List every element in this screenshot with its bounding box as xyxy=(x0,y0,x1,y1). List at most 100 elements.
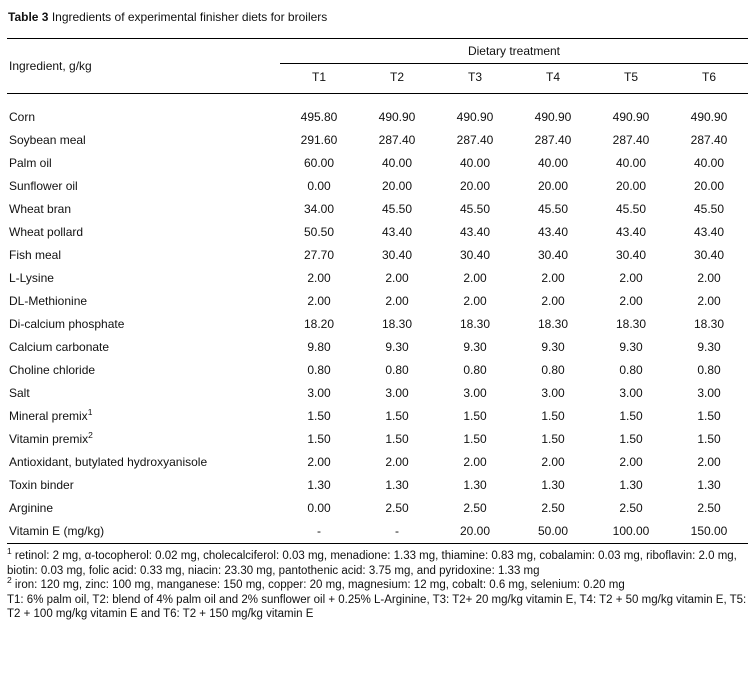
ingredient-name: Wheat pollard xyxy=(9,225,84,239)
value-cell: 43.40 xyxy=(459,225,491,239)
value-cell: 1.30 xyxy=(307,478,331,492)
value-cell: 3.00 xyxy=(697,386,721,400)
value-cell: 150.00 xyxy=(670,520,748,544)
value-cell: 1.30 xyxy=(385,478,409,492)
value-cell: 490.90 xyxy=(690,110,728,124)
value-cell: 2.00 xyxy=(307,271,331,285)
value-cell: 3.00 xyxy=(541,386,565,400)
value-cell: 9.30 xyxy=(541,340,565,354)
ingredient-name: Calcium carbonate xyxy=(9,340,110,354)
value-cell: 1.50 xyxy=(697,409,721,423)
value-cell: 0.00 xyxy=(307,501,331,515)
value-cell: 40.00 xyxy=(615,156,647,170)
value-cell: 287.40 xyxy=(534,133,572,147)
value-cell: 1.50 xyxy=(619,409,643,423)
footnote: T1: 6% palm oil, T2: blend of 4% palm oi… xyxy=(7,593,747,621)
value-cell: 0.80 xyxy=(385,363,409,377)
value-cell: 20.00 xyxy=(693,179,725,193)
value-cell: 3.00 xyxy=(385,386,409,400)
value-cell: 50.00 xyxy=(514,520,592,544)
value-cell: 490.90 xyxy=(534,110,572,124)
value-cell: 18.30 xyxy=(615,317,647,331)
table-row: Choline chloride 0.80 0.80 0.80 0.80 0.80 0.80 xyxy=(7,359,748,382)
ingredient-name: DL-Methionine xyxy=(9,294,88,308)
value-cell: 45.50 xyxy=(381,202,413,216)
footnotes: 1 retinol: 2 mg, α-tocopherol: 0.02 mg, … xyxy=(7,547,748,622)
ingredient-name: Palm oil xyxy=(9,156,52,170)
value-cell: 20.00 xyxy=(436,520,514,544)
ingredient-column-header: Ingredient, g/kg xyxy=(7,38,280,94)
value-cell: 30.40 xyxy=(615,248,647,262)
value-cell: 1.50 xyxy=(541,432,565,446)
value-cell: 2.00 xyxy=(385,455,409,469)
table-row: Wheat pollard 50.50 43.40 43.40 43.40 43.40 43… xyxy=(7,221,748,244)
value-cell: 0.80 xyxy=(463,363,487,377)
value-cell: 495.80 xyxy=(300,110,338,124)
value-cell: - xyxy=(358,520,436,544)
value-cell: 43.40 xyxy=(537,225,569,239)
table-row: Di-calcium phosphate 18.20 18.30 18.30 18.30… xyxy=(7,313,748,336)
footnote-marker: 2 xyxy=(7,575,12,586)
value-cell: 287.40 xyxy=(378,133,416,147)
value-cell: 2.50 xyxy=(619,501,643,515)
value-cell: 1.50 xyxy=(463,409,487,423)
value-cell: 490.90 xyxy=(456,110,494,124)
ingredient-name: Soybean meal xyxy=(9,133,86,147)
table-body: Corn 495.80 490.90 490.90 490.90 490.90 490.90… xyxy=(7,94,748,544)
value-cell: 0.80 xyxy=(619,363,643,377)
value-cell: 43.40 xyxy=(615,225,647,239)
value-cell: 30.40 xyxy=(381,248,413,262)
table-row: Soybean meal 291.60 287.40 287.40 287.40 287.… xyxy=(7,129,748,152)
value-cell: 9.30 xyxy=(385,340,409,354)
value-cell: 40.00 xyxy=(693,156,725,170)
value-cell: 60.00 xyxy=(303,156,335,170)
value-cell: 1.50 xyxy=(619,432,643,446)
table-row: Wheat bran 34.00 45.50 45.50 45.50 45.50 45.50 xyxy=(7,198,748,221)
ingredient-name: Corn xyxy=(9,110,36,124)
value-cell: 18.20 xyxy=(303,317,335,331)
table-row: Fish meal 27.70 30.40 30.40 30.40 30.40 30.40 xyxy=(7,244,748,267)
value-cell: 2.00 xyxy=(463,455,487,469)
column-header-t4: T4 xyxy=(514,63,592,94)
value-cell: 2.00 xyxy=(541,294,565,308)
footnote-marker: 1 xyxy=(87,407,93,417)
value-cell: 3.00 xyxy=(619,386,643,400)
value-cell: 45.50 xyxy=(459,202,491,216)
value-cell: 2.50 xyxy=(541,501,565,515)
value-cell: 45.50 xyxy=(615,202,647,216)
value-cell: 40.00 xyxy=(459,156,491,170)
value-cell: 2.50 xyxy=(385,501,409,515)
column-header-t5: T5 xyxy=(592,63,670,94)
group-header-row: Ingredient, g/kg Dietary treatment xyxy=(7,38,748,94)
value-cell: 2.00 xyxy=(697,455,721,469)
table-row: Vitamin E (mg/kg) - -20.00 50.00 100.00 150.0… xyxy=(7,520,748,544)
value-cell: 30.40 xyxy=(693,248,725,262)
footnote-marker: 2 xyxy=(88,430,93,440)
value-cell: 2.00 xyxy=(307,294,331,308)
ingredients-table: Ingredient, g/kg Dietary treatment T1 T2 T… xyxy=(7,38,748,544)
value-cell: 20.00 xyxy=(537,179,569,193)
value-cell: 2.00 xyxy=(385,271,409,285)
dietary-treatment-header: Dietary treatment xyxy=(280,38,748,64)
value-cell: 2.00 xyxy=(463,294,487,308)
value-cell: 291.60 xyxy=(300,133,338,147)
value-cell: 2.00 xyxy=(697,294,721,308)
value-cell: 18.30 xyxy=(693,317,725,331)
ingredient-name: Di-calcium phosphate xyxy=(9,317,125,331)
value-cell: 45.50 xyxy=(693,202,725,216)
table-header: Ingredient, g/kg Dietary treatment T1 T2 T… xyxy=(7,38,748,94)
table-caption: Table 3 Ingredients of experimental fini… xyxy=(8,10,748,25)
value-cell: 1.30 xyxy=(541,478,565,492)
table-row: DL-Methionine 2.00 2.00 2.00 2.00 2.00 2.00 xyxy=(7,290,748,313)
value-cell: 1.50 xyxy=(385,432,409,446)
ingredient-name: L-Lysine xyxy=(9,271,54,285)
table-row: Calcium carbonate 9.80 9.30 9.30 9.30 9.30 9.3… xyxy=(7,336,748,359)
value-cell: 40.00 xyxy=(537,156,569,170)
table-row: Palm oil 60.00 40.00 40.00 40.00 40.00 40.00 xyxy=(7,152,748,175)
value-cell: 9.30 xyxy=(619,340,643,354)
value-cell: 1.50 xyxy=(307,409,331,423)
value-cell: 30.40 xyxy=(459,248,491,262)
value-cell: 490.90 xyxy=(612,110,650,124)
ingredient-name: Toxin binder xyxy=(9,478,74,492)
